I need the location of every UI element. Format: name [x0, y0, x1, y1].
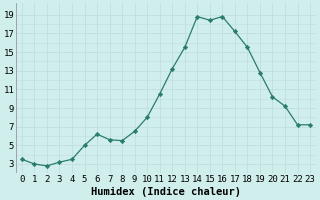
X-axis label: Humidex (Indice chaleur): Humidex (Indice chaleur) [91, 186, 241, 197]
